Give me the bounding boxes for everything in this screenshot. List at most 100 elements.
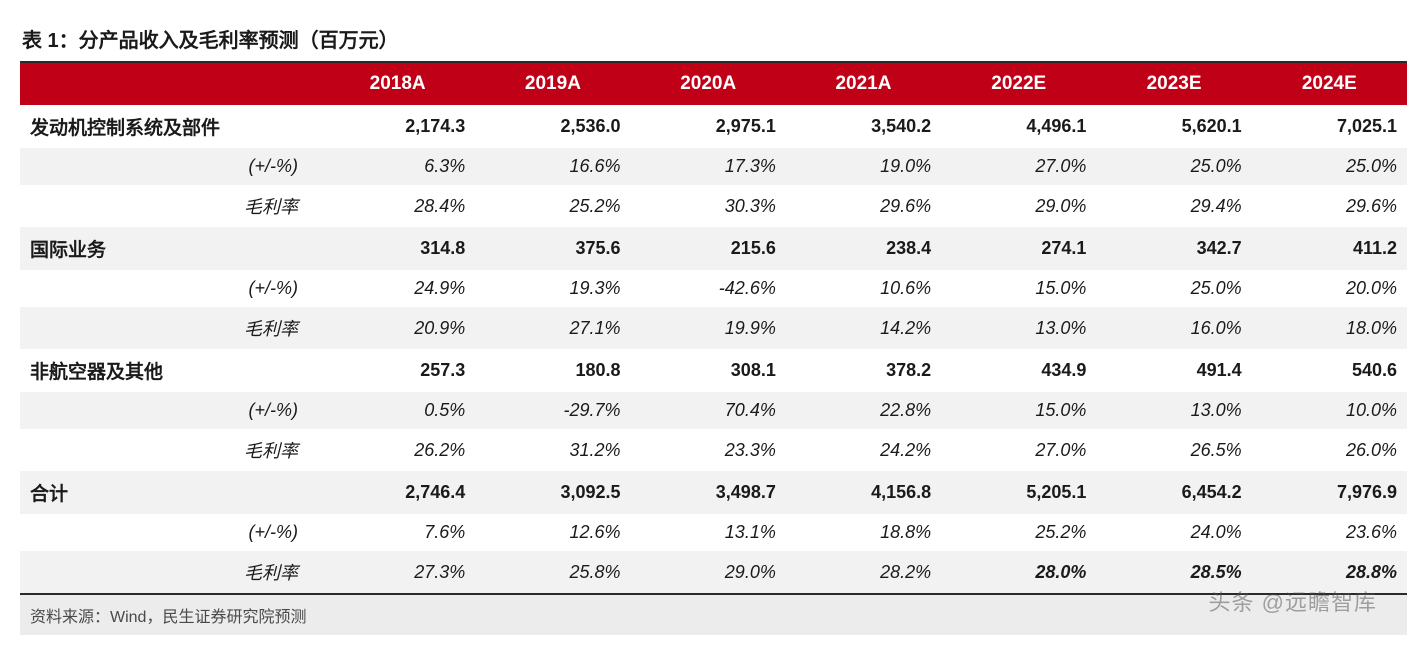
growth-row: (+/-%) 24.9% 19.3% -42.6% 10.6% 15.0% 25… xyxy=(20,270,1407,307)
growth-label: (+/-%) xyxy=(20,270,320,307)
cell: 24.0% xyxy=(1096,514,1251,551)
cell: 24.2% xyxy=(786,429,941,471)
cell: 180.8 xyxy=(475,349,630,392)
cell: 26.0% xyxy=(1252,429,1407,471)
cell: 5,620.1 xyxy=(1096,105,1251,148)
cell: 238.4 xyxy=(786,227,941,270)
cell: 6,454.2 xyxy=(1096,471,1251,514)
cell: 3,540.2 xyxy=(786,105,941,148)
cell: 378.2 xyxy=(786,349,941,392)
cell: 6.3% xyxy=(320,148,475,185)
cell: 25.2% xyxy=(475,185,630,227)
cell: 342.7 xyxy=(1096,227,1251,270)
cell: 19.3% xyxy=(475,270,630,307)
cell: 28.2% xyxy=(786,551,941,593)
cell: 7.6% xyxy=(320,514,475,551)
cell: 20.9% xyxy=(320,307,475,349)
cell: 19.0% xyxy=(786,148,941,185)
cell: 25.0% xyxy=(1096,270,1251,307)
cell: 16.0% xyxy=(1096,307,1251,349)
table-body: 发动机控制系统及部件 2,174.3 2,536.0 2,975.1 3,540… xyxy=(20,105,1407,593)
cell: 18.0% xyxy=(1252,307,1407,349)
cell: 3,092.5 xyxy=(475,471,630,514)
cell: 24.9% xyxy=(320,270,475,307)
cell: 13.0% xyxy=(1096,392,1251,429)
cell: 411.2 xyxy=(1252,227,1407,270)
cell: 26.5% xyxy=(1096,429,1251,471)
cell: 19.9% xyxy=(631,307,786,349)
cell: 2,174.3 xyxy=(320,105,475,148)
col-2022: 2022E xyxy=(941,63,1096,105)
cell: 28.4% xyxy=(320,185,475,227)
cell: 25.0% xyxy=(1252,148,1407,185)
col-2021: 2021A xyxy=(786,63,941,105)
growth-label: (+/-%) xyxy=(20,392,320,429)
table-title: 表 1：分产品收入及毛利率预测（百万元） xyxy=(20,20,1407,63)
cell: 20.0% xyxy=(1252,270,1407,307)
forecast-table: 2018A 2019A 2020A 2021A 2022E 2023E 2024… xyxy=(20,63,1407,593)
cell: 28.0% xyxy=(941,551,1096,593)
cell: 14.2% xyxy=(786,307,941,349)
cell: 12.6% xyxy=(475,514,630,551)
cell: 13.0% xyxy=(941,307,1096,349)
col-2018: 2018A xyxy=(320,63,475,105)
cell: 2,536.0 xyxy=(475,105,630,148)
cell: 25.8% xyxy=(475,551,630,593)
col-2019: 2019A xyxy=(475,63,630,105)
cell: 29.0% xyxy=(631,551,786,593)
cell: 7,976.9 xyxy=(1252,471,1407,514)
col-2024: 2024E xyxy=(1252,63,1407,105)
cell: 257.3 xyxy=(320,349,475,392)
cell: 2,975.1 xyxy=(631,105,786,148)
cell: 28.5% xyxy=(1096,551,1251,593)
total-row: 合计 2,746.4 3,092.5 3,498.7 4,156.8 5,205… xyxy=(20,471,1407,514)
cell: 27.3% xyxy=(320,551,475,593)
cell: 29.6% xyxy=(1252,185,1407,227)
cell: 215.6 xyxy=(631,227,786,270)
growth-row: (+/-%) 0.5% -29.7% 70.4% 22.8% 15.0% 13.… xyxy=(20,392,1407,429)
cell: 28.8% xyxy=(1252,551,1407,593)
cell: 314.8 xyxy=(320,227,475,270)
segment-row: 发动机控制系统及部件 2,174.3 2,536.0 2,975.1 3,540… xyxy=(20,105,1407,148)
cell: 10.0% xyxy=(1252,392,1407,429)
cell: 16.6% xyxy=(475,148,630,185)
cell: 308.1 xyxy=(631,349,786,392)
margin-label: 毛利率 xyxy=(20,551,320,593)
margin-label: 毛利率 xyxy=(20,307,320,349)
cell: 13.1% xyxy=(631,514,786,551)
growth-label: (+/-%) xyxy=(20,514,320,551)
cell: 29.4% xyxy=(1096,185,1251,227)
cell: 31.2% xyxy=(475,429,630,471)
cell: 25.0% xyxy=(1096,148,1251,185)
segment-row: 非航空器及其他 257.3 180.8 308.1 378.2 434.9 49… xyxy=(20,349,1407,392)
segment-name: 国际业务 xyxy=(20,227,320,270)
margin-label: 毛利率 xyxy=(20,185,320,227)
cell: 10.6% xyxy=(786,270,941,307)
growth-label: (+/-%) xyxy=(20,148,320,185)
cell: 2,746.4 xyxy=(320,471,475,514)
segment-name: 发动机控制系统及部件 xyxy=(20,105,320,148)
margin-row: 毛利率 28.4% 25.2% 30.3% 29.6% 29.0% 29.4% … xyxy=(20,185,1407,227)
table-header-row: 2018A 2019A 2020A 2021A 2022E 2023E 2024… xyxy=(20,63,1407,105)
cell: 23.6% xyxy=(1252,514,1407,551)
cell: 70.4% xyxy=(631,392,786,429)
cell: 22.8% xyxy=(786,392,941,429)
margin-row: 毛利率 26.2% 31.2% 23.3% 24.2% 27.0% 26.5% … xyxy=(20,429,1407,471)
cell: 23.3% xyxy=(631,429,786,471)
cell: 3,498.7 xyxy=(631,471,786,514)
growth-row: (+/-%) 6.3% 16.6% 17.3% 19.0% 27.0% 25.0… xyxy=(20,148,1407,185)
cell: 30.3% xyxy=(631,185,786,227)
header-blank xyxy=(20,63,320,105)
margin-label: 毛利率 xyxy=(20,429,320,471)
total-margin-row: 毛利率 27.3% 25.8% 29.0% 28.2% 28.0% 28.5% … xyxy=(20,551,1407,593)
cell: 15.0% xyxy=(941,392,1096,429)
cell: -29.7% xyxy=(475,392,630,429)
segment-name: 非航空器及其他 xyxy=(20,349,320,392)
cell: 274.1 xyxy=(941,227,1096,270)
margin-row: 毛利率 20.9% 27.1% 19.9% 14.2% 13.0% 16.0% … xyxy=(20,307,1407,349)
cell: 5,205.1 xyxy=(941,471,1096,514)
total-growth-row: (+/-%) 7.6% 12.6% 13.1% 18.8% 25.2% 24.0… xyxy=(20,514,1407,551)
cell: 4,156.8 xyxy=(786,471,941,514)
cell: 17.3% xyxy=(631,148,786,185)
cell: 434.9 xyxy=(941,349,1096,392)
